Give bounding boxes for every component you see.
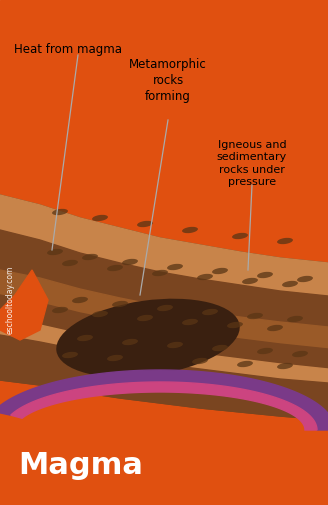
Polygon shape	[0, 270, 328, 349]
Ellipse shape	[92, 215, 108, 221]
Ellipse shape	[167, 264, 183, 270]
Ellipse shape	[277, 363, 293, 369]
Polygon shape	[0, 335, 328, 420]
Ellipse shape	[122, 339, 138, 345]
Polygon shape	[11, 382, 317, 430]
Ellipse shape	[202, 309, 218, 315]
Ellipse shape	[62, 352, 78, 358]
Text: Metamorphic
rocks
forming: Metamorphic rocks forming	[129, 58, 207, 103]
Ellipse shape	[257, 272, 273, 278]
Ellipse shape	[152, 270, 168, 276]
Ellipse shape	[182, 227, 198, 233]
Polygon shape	[0, 270, 48, 340]
Text: Magma: Magma	[18, 451, 143, 480]
Ellipse shape	[112, 301, 128, 307]
Polygon shape	[0, 230, 328, 327]
Polygon shape	[0, 195, 328, 420]
Ellipse shape	[122, 259, 138, 265]
Ellipse shape	[72, 297, 88, 303]
Ellipse shape	[92, 311, 108, 317]
Ellipse shape	[52, 209, 68, 215]
Ellipse shape	[197, 274, 213, 280]
Ellipse shape	[192, 358, 208, 364]
Ellipse shape	[267, 325, 283, 331]
Ellipse shape	[82, 254, 98, 260]
Ellipse shape	[137, 221, 153, 227]
Polygon shape	[0, 295, 328, 369]
Ellipse shape	[242, 278, 258, 284]
Ellipse shape	[282, 281, 298, 287]
Ellipse shape	[62, 260, 78, 266]
Ellipse shape	[237, 361, 253, 367]
Ellipse shape	[277, 238, 293, 244]
Ellipse shape	[52, 307, 68, 313]
Ellipse shape	[137, 315, 153, 321]
Text: eschooltoday.com: eschooltoday.com	[6, 266, 14, 334]
Ellipse shape	[212, 345, 228, 351]
Ellipse shape	[56, 298, 240, 377]
Ellipse shape	[257, 348, 273, 354]
Ellipse shape	[287, 316, 303, 322]
Ellipse shape	[292, 351, 308, 357]
Ellipse shape	[247, 313, 263, 319]
Ellipse shape	[157, 305, 173, 311]
Ellipse shape	[47, 249, 63, 255]
Ellipse shape	[107, 355, 123, 361]
Ellipse shape	[227, 322, 243, 328]
Ellipse shape	[167, 342, 183, 348]
Ellipse shape	[107, 265, 123, 271]
Ellipse shape	[77, 335, 93, 341]
Polygon shape	[0, 318, 328, 383]
Polygon shape	[0, 195, 328, 296]
Polygon shape	[0, 370, 328, 430]
Ellipse shape	[182, 319, 198, 325]
Ellipse shape	[212, 268, 228, 274]
Ellipse shape	[232, 233, 248, 239]
Ellipse shape	[297, 276, 313, 282]
Text: Igneous and
sedimentary
rocks under
pressure: Igneous and sedimentary rocks under pres…	[217, 140, 287, 187]
Text: Heat from magma: Heat from magma	[14, 43, 122, 56]
